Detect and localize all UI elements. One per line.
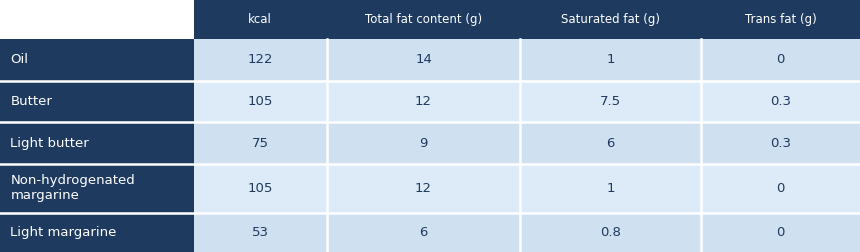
Text: 75: 75 xyxy=(252,137,268,149)
Text: 105: 105 xyxy=(248,182,273,195)
Text: 0: 0 xyxy=(777,182,784,195)
Bar xyxy=(327,39,520,81)
Bar xyxy=(520,81,701,122)
Text: 9: 9 xyxy=(420,137,427,149)
Bar xyxy=(701,213,860,252)
Text: 12: 12 xyxy=(415,95,432,108)
Bar xyxy=(0,0,194,39)
Bar xyxy=(520,39,701,81)
Bar xyxy=(701,39,860,81)
Bar xyxy=(194,164,327,213)
Text: 1: 1 xyxy=(606,182,615,195)
Bar xyxy=(701,164,860,213)
Text: 7.5: 7.5 xyxy=(600,95,621,108)
Bar xyxy=(520,122,701,164)
Bar xyxy=(0,81,194,122)
Bar xyxy=(194,0,327,39)
Bar xyxy=(194,213,327,252)
Text: 0: 0 xyxy=(777,53,784,66)
Text: Oil: Oil xyxy=(10,53,28,66)
Bar xyxy=(0,213,194,252)
Text: 0.8: 0.8 xyxy=(600,226,621,239)
Bar xyxy=(0,164,194,213)
Text: 6: 6 xyxy=(420,226,427,239)
Text: 0.3: 0.3 xyxy=(770,137,791,149)
Text: 0: 0 xyxy=(777,226,784,239)
Text: 1: 1 xyxy=(606,53,615,66)
Bar xyxy=(701,0,860,39)
Bar xyxy=(327,213,520,252)
Text: Butter: Butter xyxy=(10,95,52,108)
Bar xyxy=(327,164,520,213)
Bar xyxy=(327,81,520,122)
Text: Light margarine: Light margarine xyxy=(10,226,117,239)
Text: 122: 122 xyxy=(248,53,273,66)
Text: 105: 105 xyxy=(248,95,273,108)
Text: 14: 14 xyxy=(415,53,432,66)
Text: kcal: kcal xyxy=(249,13,272,26)
Bar xyxy=(520,0,701,39)
Text: 6: 6 xyxy=(606,137,615,149)
Bar xyxy=(194,81,327,122)
Bar xyxy=(194,122,327,164)
Text: 53: 53 xyxy=(252,226,268,239)
Text: Saturated fat (g): Saturated fat (g) xyxy=(561,13,660,26)
Bar xyxy=(327,122,520,164)
Text: Total fat content (g): Total fat content (g) xyxy=(365,13,482,26)
Bar xyxy=(520,164,701,213)
Text: 0.3: 0.3 xyxy=(770,95,791,108)
Text: Non-hydrogenated
margarine: Non-hydrogenated margarine xyxy=(10,174,135,202)
Text: Light butter: Light butter xyxy=(10,137,89,149)
Bar xyxy=(194,39,327,81)
Bar xyxy=(520,213,701,252)
Bar xyxy=(0,122,194,164)
Bar xyxy=(701,81,860,122)
Text: Trans fat (g): Trans fat (g) xyxy=(745,13,816,26)
Text: 12: 12 xyxy=(415,182,432,195)
Bar xyxy=(701,122,860,164)
Bar xyxy=(327,0,520,39)
Bar xyxy=(0,39,194,81)
